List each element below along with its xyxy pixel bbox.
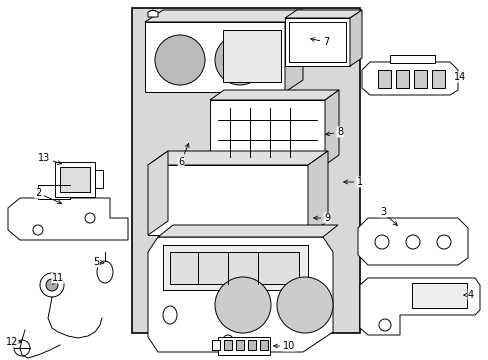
Polygon shape <box>325 90 338 165</box>
Ellipse shape <box>97 261 113 283</box>
Polygon shape <box>148 237 332 352</box>
Circle shape <box>374 235 388 249</box>
Bar <box>209 100 325 165</box>
Polygon shape <box>307 151 327 235</box>
Text: 9: 9 <box>313 213 329 223</box>
Bar <box>395 70 408 88</box>
Bar <box>148 165 307 235</box>
Bar <box>163 245 307 290</box>
Text: 4: 4 <box>463 290 473 300</box>
Polygon shape <box>349 10 361 66</box>
Polygon shape <box>145 10 303 22</box>
Text: 1: 1 <box>343 177 363 187</box>
Polygon shape <box>285 10 361 18</box>
Bar <box>413 70 426 88</box>
Circle shape <box>378 319 390 331</box>
Bar <box>218 337 269 355</box>
Circle shape <box>215 35 264 85</box>
Text: 11: 11 <box>52 273 64 284</box>
Bar <box>285 18 349 66</box>
Circle shape <box>276 277 332 333</box>
Polygon shape <box>359 278 479 335</box>
Circle shape <box>14 340 30 356</box>
Circle shape <box>155 35 204 85</box>
Bar <box>411 283 466 308</box>
Text: 6: 6 <box>178 143 188 167</box>
Circle shape <box>405 235 419 249</box>
Text: 13: 13 <box>38 153 61 165</box>
Polygon shape <box>148 151 327 165</box>
Bar <box>212 340 220 350</box>
Text: 8: 8 <box>325 127 343 137</box>
Text: 2: 2 <box>35 188 61 204</box>
Polygon shape <box>158 225 337 237</box>
Polygon shape <box>8 198 128 240</box>
Bar <box>247 340 256 350</box>
Bar <box>377 70 390 88</box>
Circle shape <box>40 273 64 297</box>
Polygon shape <box>361 62 457 95</box>
Bar <box>38 185 70 199</box>
Bar <box>389 55 434 63</box>
Polygon shape <box>148 10 158 17</box>
Circle shape <box>33 225 43 235</box>
Bar <box>132 8 359 333</box>
Bar <box>60 167 90 192</box>
Circle shape <box>223 335 232 345</box>
Circle shape <box>436 235 450 249</box>
Circle shape <box>215 277 270 333</box>
Polygon shape <box>209 90 338 100</box>
Bar <box>55 162 95 197</box>
Polygon shape <box>285 10 303 92</box>
Text: 3: 3 <box>379 207 396 225</box>
Bar <box>95 170 103 188</box>
Text: 5: 5 <box>93 257 104 267</box>
Bar <box>224 340 231 350</box>
Text: 12: 12 <box>6 337 21 347</box>
Circle shape <box>46 279 58 291</box>
Bar <box>170 252 298 284</box>
Text: 7: 7 <box>310 37 328 47</box>
Text: 10: 10 <box>273 341 295 351</box>
Circle shape <box>85 213 95 223</box>
Bar <box>431 70 444 88</box>
Bar <box>236 340 244 350</box>
Bar <box>223 30 281 82</box>
Polygon shape <box>357 218 467 265</box>
Polygon shape <box>145 22 285 92</box>
Text: 14: 14 <box>453 72 465 82</box>
Bar <box>260 340 267 350</box>
Ellipse shape <box>163 306 177 324</box>
Bar <box>288 22 346 62</box>
Polygon shape <box>148 151 168 235</box>
